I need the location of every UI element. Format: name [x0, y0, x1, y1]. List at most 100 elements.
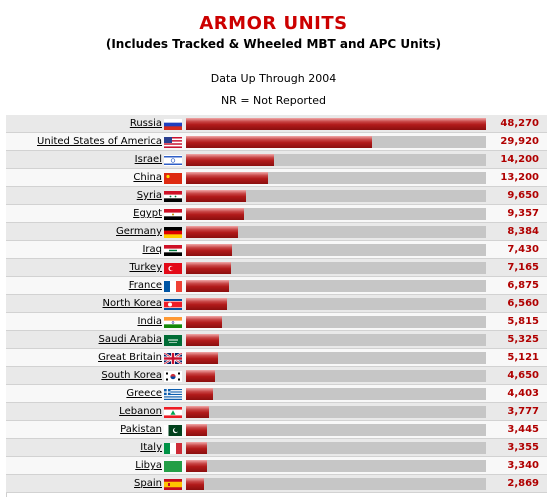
- country-link-france[interactable]: France: [128, 280, 162, 291]
- row-divider: [6, 133, 547, 151]
- value-label-lebanon: 3,777: [507, 406, 539, 417]
- chart-row-israel: Israel 14,200: [6, 151, 547, 169]
- bar-libya: [186, 460, 207, 472]
- row-divider: [6, 241, 547, 259]
- bar-france: [186, 280, 229, 292]
- row-divider: [6, 259, 547, 277]
- value-label-south-korea: 4,650: [507, 370, 539, 381]
- italy-flag-icon: [164, 443, 182, 454]
- country-link-north-korea[interactable]: North Korea: [102, 298, 163, 309]
- chart-row-south-korea: South Korea 4,650: [6, 367, 547, 385]
- chart-row-lebanon: Lebanon 3,777: [6, 403, 547, 421]
- bar-south-korea: [186, 370, 215, 382]
- country-link-turkey[interactable]: Turkey: [129, 262, 162, 273]
- chart-subtitle: (Includes Tracked & Wheeled MBT and APC …: [105, 37, 442, 51]
- bar-india: [186, 316, 222, 328]
- value-label-great-britain: 5,121: [507, 352, 539, 363]
- bar-track: [186, 442, 486, 454]
- israel-flag-icon: [164, 155, 182, 166]
- bar-track: [186, 262, 486, 274]
- country-link-syria[interactable]: Syria: [136, 190, 162, 201]
- iraq-flag-icon: [164, 245, 182, 256]
- france-flag-icon: [164, 281, 182, 292]
- bar-egypt: [186, 208, 244, 220]
- value-label-iraq: 7,430: [507, 244, 539, 255]
- spain-flag-icon: [164, 479, 182, 490]
- country-link-italy[interactable]: Italy: [140, 442, 162, 453]
- chart-row-russia: Russia 48,270: [6, 115, 547, 133]
- south-korea-flag-icon: [164, 371, 182, 382]
- country-link-great-britain[interactable]: Great Britain: [98, 352, 162, 363]
- bar-track: [186, 208, 486, 220]
- bar-track: [186, 280, 486, 292]
- value-label-italy: 3,355: [507, 442, 539, 453]
- bar-track: [186, 460, 486, 472]
- row-divider: [6, 313, 547, 331]
- bar-track: [186, 424, 486, 436]
- bar-track: [186, 478, 486, 490]
- chart-row-syria: Syria 9,650: [6, 187, 547, 205]
- syria-flag-icon: [164, 191, 182, 202]
- country-link-libya[interactable]: Libya: [135, 460, 162, 471]
- country-link-south-korea[interactable]: South Korea: [101, 370, 162, 381]
- value-label-russia: 48,270: [500, 118, 539, 129]
- row-divider: [6, 457, 547, 475]
- bar-track: [186, 352, 486, 364]
- pakistan-flag-icon: [164, 425, 182, 436]
- chart-row-india: India 5,815: [6, 313, 547, 331]
- chart-row-spain: Spain 2,869: [6, 475, 547, 493]
- bar-track: [186, 406, 486, 418]
- chart-row-saudi-arabia: Saudi Arabia 5,325: [6, 331, 547, 349]
- row-divider: [6, 385, 547, 403]
- value-label-turkey: 7,165: [507, 262, 539, 273]
- value-label-spain: 2,869: [507, 478, 539, 489]
- bar-israel: [186, 154, 274, 166]
- nr-note: NR = Not Reported: [220, 94, 327, 107]
- country-link-iraq[interactable]: Iraq: [142, 244, 162, 255]
- value-label-syria: 9,650: [507, 190, 539, 201]
- row-divider: [6, 115, 547, 133]
- row-divider: [6, 439, 547, 457]
- germany-flag-icon: [164, 227, 182, 238]
- row-divider: [6, 295, 547, 313]
- country-link-india[interactable]: India: [137, 316, 162, 327]
- country-link-germany[interactable]: Germany: [116, 226, 162, 237]
- bar-track: [186, 334, 486, 346]
- bar-track: [186, 370, 486, 382]
- country-link-spain[interactable]: Spain: [134, 478, 162, 489]
- row-divider: [6, 331, 547, 349]
- country-link-egypt[interactable]: Egypt: [133, 208, 162, 219]
- country-link-china[interactable]: China: [133, 172, 162, 183]
- country-link-lebanon[interactable]: Lebanon: [119, 406, 162, 417]
- row-divider: [6, 421, 547, 439]
- chart-row-germany: Germany 8,384: [6, 223, 547, 241]
- bar-syria: [186, 190, 246, 202]
- bar-germany: [186, 226, 238, 238]
- row-divider: [6, 205, 547, 223]
- bar-italy: [186, 442, 207, 454]
- chart-row-turkey: Turkey 7,165: [6, 259, 547, 277]
- bar-north-korea: [186, 298, 227, 310]
- chart-row-italy: Italy 3,355: [6, 439, 547, 457]
- country-link-pakistan[interactable]: Pakistan: [120, 424, 162, 435]
- india-flag-icon: [164, 317, 182, 328]
- value-label-france: 6,875: [507, 280, 539, 291]
- bar-russia: [186, 118, 486, 130]
- egypt-flag-icon: [164, 209, 182, 220]
- country-link-saudi-arabia[interactable]: Saudi Arabia: [98, 334, 162, 345]
- chart-row-china: China 13,200: [6, 169, 547, 187]
- country-link-greece[interactable]: Greece: [126, 388, 162, 399]
- chart-title: ARMOR UNITS: [199, 13, 348, 34]
- greece-flag-icon: [164, 389, 182, 400]
- value-label-india: 5,815: [507, 316, 539, 327]
- lebanon-flag-icon: [164, 407, 182, 418]
- bar-united-states-of-america: [186, 136, 372, 148]
- turkey-flag-icon: [164, 263, 182, 274]
- country-link-russia[interactable]: Russia: [129, 118, 162, 129]
- bar-track: [186, 244, 486, 256]
- value-label-china: 13,200: [500, 172, 539, 183]
- value-label-saudi-arabia: 5,325: [507, 334, 539, 345]
- chart-row-greece: Greece 4,403: [6, 385, 547, 403]
- country-link-united-states-of-america[interactable]: United States of America: [37, 136, 162, 147]
- country-link-israel[interactable]: Israel: [134, 154, 162, 165]
